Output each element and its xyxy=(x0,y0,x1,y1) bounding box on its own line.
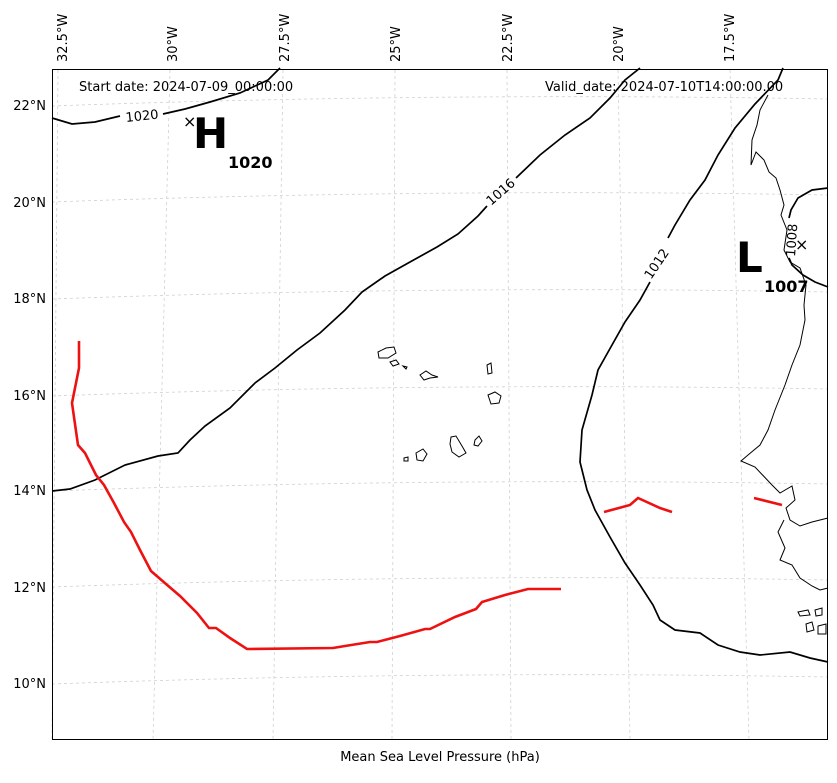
lon-label-25w: 25°W xyxy=(389,26,404,62)
meridian-20w xyxy=(617,69,631,741)
coastline-west-africa xyxy=(740,94,829,527)
lat-label-22n: 22°N xyxy=(13,99,46,114)
longitude-labels: 32.5°W 30°W 27.5°W 25°W 22.5°W 20°W 17.5… xyxy=(56,14,738,62)
island-bijagos-1 xyxy=(797,609,811,617)
parallel-10n xyxy=(51,674,829,685)
island-boa-vista xyxy=(487,391,502,405)
graticule xyxy=(51,69,829,741)
island-sal xyxy=(486,362,493,375)
map-caption: Mean Sea Level Pressure (hPa) xyxy=(340,750,540,765)
lat-label-16n: 16°N xyxy=(13,389,46,404)
island-santiago xyxy=(449,435,467,458)
parallel-18n xyxy=(51,289,829,300)
island-sao-vicente xyxy=(389,359,400,367)
island-sao-nicolau xyxy=(419,370,439,381)
latitude-labels: 22°N 20°N 18°N 16°N 14°N 12°N 10°N xyxy=(13,99,46,692)
lat-label-10n: 10°N xyxy=(13,677,46,692)
meridian-25w xyxy=(391,69,396,741)
island-bijagos-4 xyxy=(817,623,827,635)
lon-label-17-5w: 17.5°W xyxy=(723,14,738,62)
front-line-central xyxy=(603,496,673,514)
parallel-14n xyxy=(51,481,829,492)
low-pressure-letter: L xyxy=(736,233,763,282)
island-bijagos-2 xyxy=(814,607,823,617)
parallel-22n xyxy=(51,96,829,107)
isobar-1012-line xyxy=(579,67,829,663)
high-center-marker: × xyxy=(183,112,196,131)
island-fogo xyxy=(415,448,428,462)
coastline xyxy=(740,94,829,635)
start-date: Start date: 2024-07-09_00:00:00 xyxy=(79,80,293,95)
isobars xyxy=(51,67,829,663)
lat-label-14n: 14°N xyxy=(13,484,46,499)
isobar-1020-label: 1020 xyxy=(125,108,159,126)
island-brava xyxy=(403,456,409,462)
coastline-guinea xyxy=(777,519,829,591)
map-frame xyxy=(52,69,828,740)
isobar-1008-line xyxy=(788,187,829,288)
low-pressure-value: 1007 xyxy=(764,277,809,296)
front-line-east xyxy=(753,496,783,507)
parallel-16n xyxy=(51,386,829,397)
lon-label-20w: 20°W xyxy=(612,26,627,62)
island-santo-antao xyxy=(377,346,397,359)
high-pressure-value: 1020 xyxy=(228,153,273,172)
parallel-20n xyxy=(51,192,829,203)
isobar-1012-label: 1012 xyxy=(642,246,673,282)
lon-label-32-5w: 32.5°W xyxy=(56,14,71,62)
island-bijagos-3 xyxy=(805,621,815,633)
lon-label-30w: 30°W xyxy=(166,26,181,62)
lon-label-22-5w: 22.5°W xyxy=(501,14,516,62)
meridian-17-5w xyxy=(729,69,750,741)
cape-verde-islands xyxy=(377,346,502,462)
meridian-27-5w xyxy=(272,69,284,741)
low-center-marker: × xyxy=(795,235,808,254)
valid-date: Valid_date: 2024-07-10T14:00:00.00 xyxy=(545,80,783,95)
lat-label-18n: 18°N xyxy=(13,292,46,307)
island-maio xyxy=(473,435,483,447)
lat-label-20n: 20°N xyxy=(13,196,46,211)
lon-label-27-5w: 27.5°W xyxy=(278,14,293,62)
isobar-1008-label: 1008 xyxy=(784,223,801,257)
isobar-1016-line xyxy=(51,67,641,492)
island-santa-luzia xyxy=(401,365,408,370)
high-pressure-letter: H xyxy=(193,109,228,158)
meridian-22-5w xyxy=(506,69,512,741)
isobar-1016-label: 1016 xyxy=(484,176,519,209)
lat-label-12n: 12°N xyxy=(13,581,46,596)
isobar-1020-line xyxy=(51,67,281,125)
front-line-west xyxy=(70,341,561,651)
fronts xyxy=(70,341,783,651)
parallel-12n xyxy=(51,577,829,588)
meridian-30w xyxy=(152,69,171,741)
